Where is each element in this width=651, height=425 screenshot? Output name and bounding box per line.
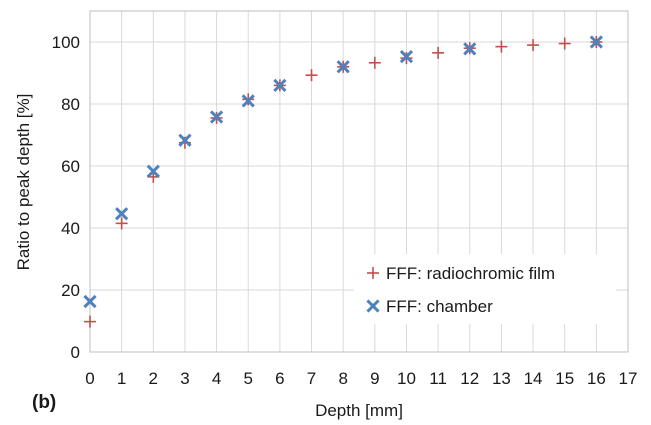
chamber-data-point bbox=[589, 35, 603, 49]
x-tick-label: 14 bbox=[524, 369, 543, 388]
y-tick-label: 0 bbox=[71, 343, 80, 362]
chamber-data-point bbox=[146, 164, 160, 178]
x-tick-label: 6 bbox=[275, 369, 284, 388]
chamber-data-point bbox=[273, 78, 287, 93]
x-tick-label: 12 bbox=[460, 369, 479, 388]
chamber-data-point bbox=[83, 294, 97, 309]
plot-area-frame bbox=[89, 10, 629, 353]
film-data-point bbox=[432, 46, 445, 59]
x-tick-label: 8 bbox=[338, 369, 347, 388]
x-tick-label: 5 bbox=[244, 369, 253, 388]
x-tick-labels: 0 1 2 3 4 5 6 7 8 9 10 11 12 13 14 15 16 17 bbox=[85, 369, 637, 388]
panel-label: (b) bbox=[32, 392, 56, 413]
chamber-data-point bbox=[399, 49, 414, 64]
chamber-data-point bbox=[115, 207, 129, 221]
chamber-data-point bbox=[336, 60, 350, 74]
y-tick-label: 80 bbox=[61, 95, 80, 114]
film-data-point bbox=[527, 39, 540, 52]
x-tick-label: 11 bbox=[429, 369, 447, 388]
y-tick-labels: 0 20 40 60 80 100 bbox=[52, 33, 80, 362]
film-data-point bbox=[115, 217, 128, 230]
legend-label-radiochromic-film: FFF: radiochromic film bbox=[386, 264, 555, 283]
y-tick-label: 60 bbox=[61, 157, 80, 176]
legend-marker-chamber bbox=[366, 299, 380, 313]
data-points bbox=[83, 35, 603, 328]
legend-box bbox=[354, 254, 616, 324]
y-axis-label: Ratio to peak depth [%] bbox=[14, 94, 33, 271]
chamber-data-point bbox=[209, 110, 224, 124]
legend: FFF: radiochromic film FFF: chamber bbox=[354, 254, 616, 324]
x-tick-label: 16 bbox=[587, 369, 606, 388]
x-tick-label: 17 bbox=[619, 369, 638, 388]
x-tick-label: 3 bbox=[180, 369, 189, 388]
x-tick-label: 7 bbox=[307, 369, 316, 388]
x-tick-label: 9 bbox=[370, 369, 379, 388]
x-tick-label: 4 bbox=[212, 369, 221, 388]
x-axis-label: Depth [mm] bbox=[315, 401, 403, 420]
film-data-point bbox=[368, 56, 381, 69]
x-tick-label: 10 bbox=[397, 369, 416, 388]
x-tick-label: 2 bbox=[149, 369, 158, 388]
chamber-data-point bbox=[178, 133, 192, 147]
y-tick-label: 100 bbox=[52, 33, 80, 52]
legend-marker-radiochromic-film bbox=[367, 267, 379, 279]
x-tick-label: 13 bbox=[492, 369, 511, 388]
chamber-data-point bbox=[463, 42, 477, 56]
x-tick-label: 0 bbox=[85, 369, 94, 388]
x-tick-label: 1 bbox=[117, 369, 126, 388]
y-tick-label: 40 bbox=[61, 219, 80, 238]
y-tick-label: 20 bbox=[61, 281, 80, 300]
chamber-data-point bbox=[241, 94, 255, 108]
x-tick-label: 15 bbox=[555, 369, 574, 388]
legend-label-chamber: FFF: chamber bbox=[386, 297, 493, 316]
legend-plus-icon bbox=[367, 267, 379, 279]
film-data-point bbox=[495, 40, 508, 53]
legend-x-icon bbox=[366, 299, 380, 313]
film-data-point bbox=[558, 37, 571, 50]
film-data-point bbox=[84, 315, 96, 328]
film-data-point bbox=[305, 69, 318, 82]
